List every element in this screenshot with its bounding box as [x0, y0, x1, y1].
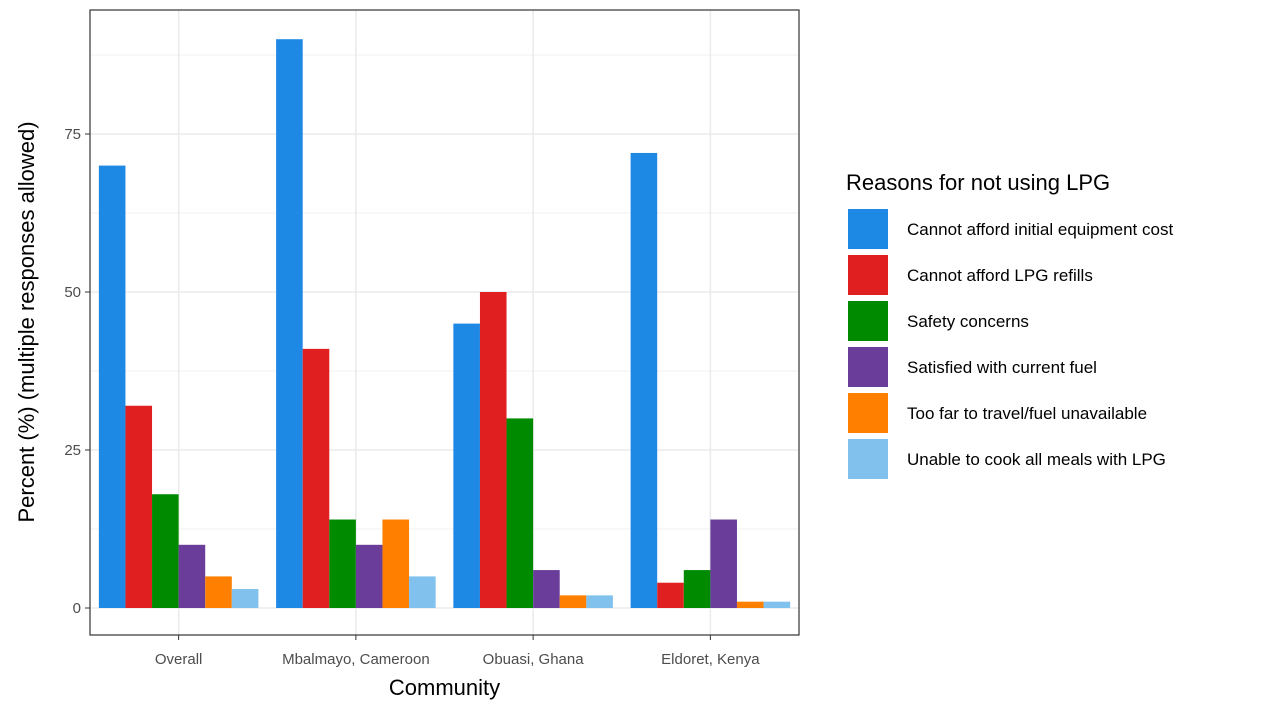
legend-label: Cannot afford LPG refills	[907, 266, 1093, 285]
legend-key	[848, 347, 888, 387]
bar	[559, 595, 587, 608]
bar	[479, 292, 507, 608]
y-tick-label: 0	[73, 600, 81, 617]
legend-label: Satisfied with current fuel	[907, 358, 1097, 377]
legend-label: Cannot afford initial equipment cost	[907, 220, 1173, 239]
legend-key	[848, 255, 888, 295]
gridlines	[90, 10, 799, 635]
bar	[506, 418, 534, 608]
legend-key	[848, 301, 888, 341]
y-axis-title: Percent (%) (multiple responses allowed)	[14, 121, 39, 522]
bar	[533, 570, 560, 608]
bar	[763, 601, 791, 608]
panel-border	[89, 9, 800, 636]
bar	[125, 405, 153, 608]
y-axis: 0 25 50 75	[64, 126, 90, 617]
bar	[329, 519, 356, 608]
bar	[657, 582, 684, 608]
bar	[152, 494, 179, 608]
bar	[276, 39, 303, 608]
legend: Reasons for not using LPG Cannot afford …	[846, 170, 1173, 479]
x-axis: Overall Mbalmayo, Cameroon Obuasi, Ghana El…	[155, 635, 760, 668]
bar	[382, 519, 410, 608]
x-tick-label: Obuasi, Ghana	[483, 651, 585, 668]
legend-label: Too far to travel/fuel unavailable	[907, 404, 1147, 423]
legend-key	[848, 209, 888, 249]
y-tick-label: 25	[64, 442, 81, 459]
bar	[453, 323, 480, 608]
bar	[178, 544, 206, 608]
bar	[683, 570, 711, 608]
bar	[630, 152, 658, 608]
bar	[98, 165, 126, 608]
bar	[302, 348, 330, 608]
x-tick-label: Overall	[155, 651, 203, 668]
y-tick-label: 50	[64, 284, 81, 301]
bar	[586, 595, 613, 608]
bar	[355, 544, 383, 608]
x-tick-label: Mbalmayo, Cameroon	[282, 651, 430, 668]
bar	[736, 601, 764, 608]
legend-title: Reasons for not using LPG	[846, 170, 1110, 195]
bars	[98, 39, 791, 608]
plot-panel	[90, 10, 799, 635]
bar	[231, 589, 259, 608]
legend-key	[848, 439, 888, 479]
legend-key	[848, 393, 888, 433]
bar	[205, 576, 232, 608]
x-tick-label: Eldoret, Kenya	[661, 651, 760, 668]
bar	[409, 576, 436, 608]
x-axis-title: Community	[389, 675, 500, 700]
legend-label: Unable to cook all meals with LPG	[907, 450, 1166, 469]
bar	[710, 519, 737, 608]
y-tick-label: 75	[64, 126, 81, 143]
legend-label: Safety concerns	[907, 312, 1029, 331]
